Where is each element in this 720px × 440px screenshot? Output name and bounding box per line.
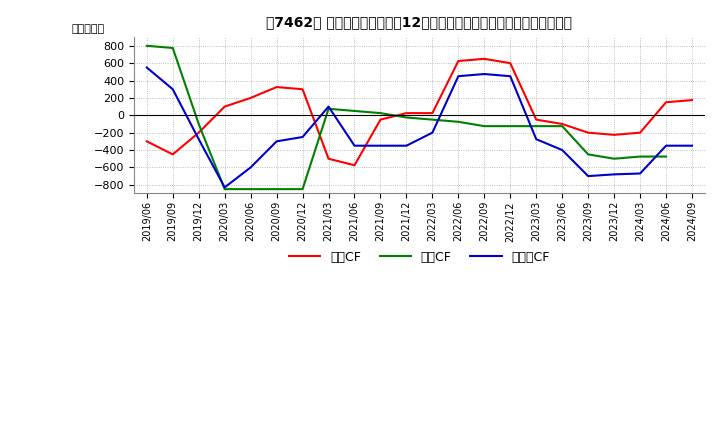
フリーCF xyxy=(350,143,359,148)
営業CF xyxy=(610,132,618,137)
Legend: 営業CF, 投資CF, フリーCF: 営業CF, 投資CF, フリーCF xyxy=(284,246,555,268)
Title: 【7462】 キャッシュフローの12か月移動合計の対前年同期増減額の推移: 【7462】 キャッシュフローの12か月移動合計の対前年同期増減額の推移 xyxy=(266,15,572,29)
営業CF xyxy=(584,130,593,136)
営業CF xyxy=(428,110,437,116)
投資CF xyxy=(376,110,384,116)
営業CF xyxy=(324,156,333,161)
フリーCF xyxy=(636,171,644,176)
営業CF xyxy=(636,130,644,136)
投資CF xyxy=(480,124,489,129)
営業CF xyxy=(220,104,229,109)
投資CF xyxy=(350,108,359,114)
フリーCF xyxy=(610,172,618,177)
フリーCF xyxy=(246,165,255,170)
営業CF xyxy=(298,87,307,92)
フリーCF xyxy=(272,139,281,144)
営業CF xyxy=(662,99,670,105)
投資CF xyxy=(662,154,670,159)
フリーCF xyxy=(688,143,696,148)
営業CF xyxy=(350,163,359,168)
投資CF xyxy=(194,121,203,127)
フリーCF xyxy=(376,143,384,148)
営業CF xyxy=(506,61,515,66)
営業CF xyxy=(194,130,203,136)
投資CF xyxy=(402,115,410,120)
投資CF xyxy=(558,124,567,129)
フリーCF xyxy=(454,73,463,79)
フリーCF xyxy=(298,134,307,139)
フリーCF xyxy=(662,143,670,148)
投資CF xyxy=(220,187,229,192)
営業CF xyxy=(480,56,489,62)
営業CF xyxy=(558,121,567,127)
フリーCF xyxy=(220,185,229,190)
フリーCF xyxy=(168,87,177,92)
投資CF xyxy=(636,154,644,159)
投資CF xyxy=(143,43,151,48)
フリーCF xyxy=(143,65,151,70)
フリーCF xyxy=(532,136,541,142)
営業CF xyxy=(168,152,177,157)
Line: 営業CF: 営業CF xyxy=(147,59,692,165)
Line: フリーCF: フリーCF xyxy=(147,67,692,187)
Line: 投資CF: 投資CF xyxy=(147,46,666,189)
投資CF xyxy=(532,124,541,129)
投資CF xyxy=(168,45,177,51)
営業CF xyxy=(246,95,255,101)
Y-axis label: （百万円）: （百万円） xyxy=(71,24,104,34)
投資CF xyxy=(584,152,593,157)
営業CF xyxy=(143,139,151,144)
投資CF xyxy=(298,187,307,192)
フリーCF xyxy=(506,73,515,79)
フリーCF xyxy=(584,173,593,179)
営業CF xyxy=(376,117,384,122)
フリーCF xyxy=(428,130,437,136)
営業CF xyxy=(532,117,541,122)
投資CF xyxy=(454,119,463,125)
投資CF xyxy=(610,156,618,161)
投資CF xyxy=(506,124,515,129)
フリーCF xyxy=(480,71,489,77)
フリーCF xyxy=(194,136,203,142)
投資CF xyxy=(272,187,281,192)
フリーCF xyxy=(402,143,410,148)
営業CF xyxy=(272,84,281,90)
営業CF xyxy=(454,59,463,64)
フリーCF xyxy=(558,147,567,153)
投資CF xyxy=(428,117,437,122)
営業CF xyxy=(688,97,696,103)
投資CF xyxy=(324,106,333,111)
フリーCF xyxy=(324,104,333,109)
投資CF xyxy=(246,187,255,192)
営業CF xyxy=(402,110,410,116)
